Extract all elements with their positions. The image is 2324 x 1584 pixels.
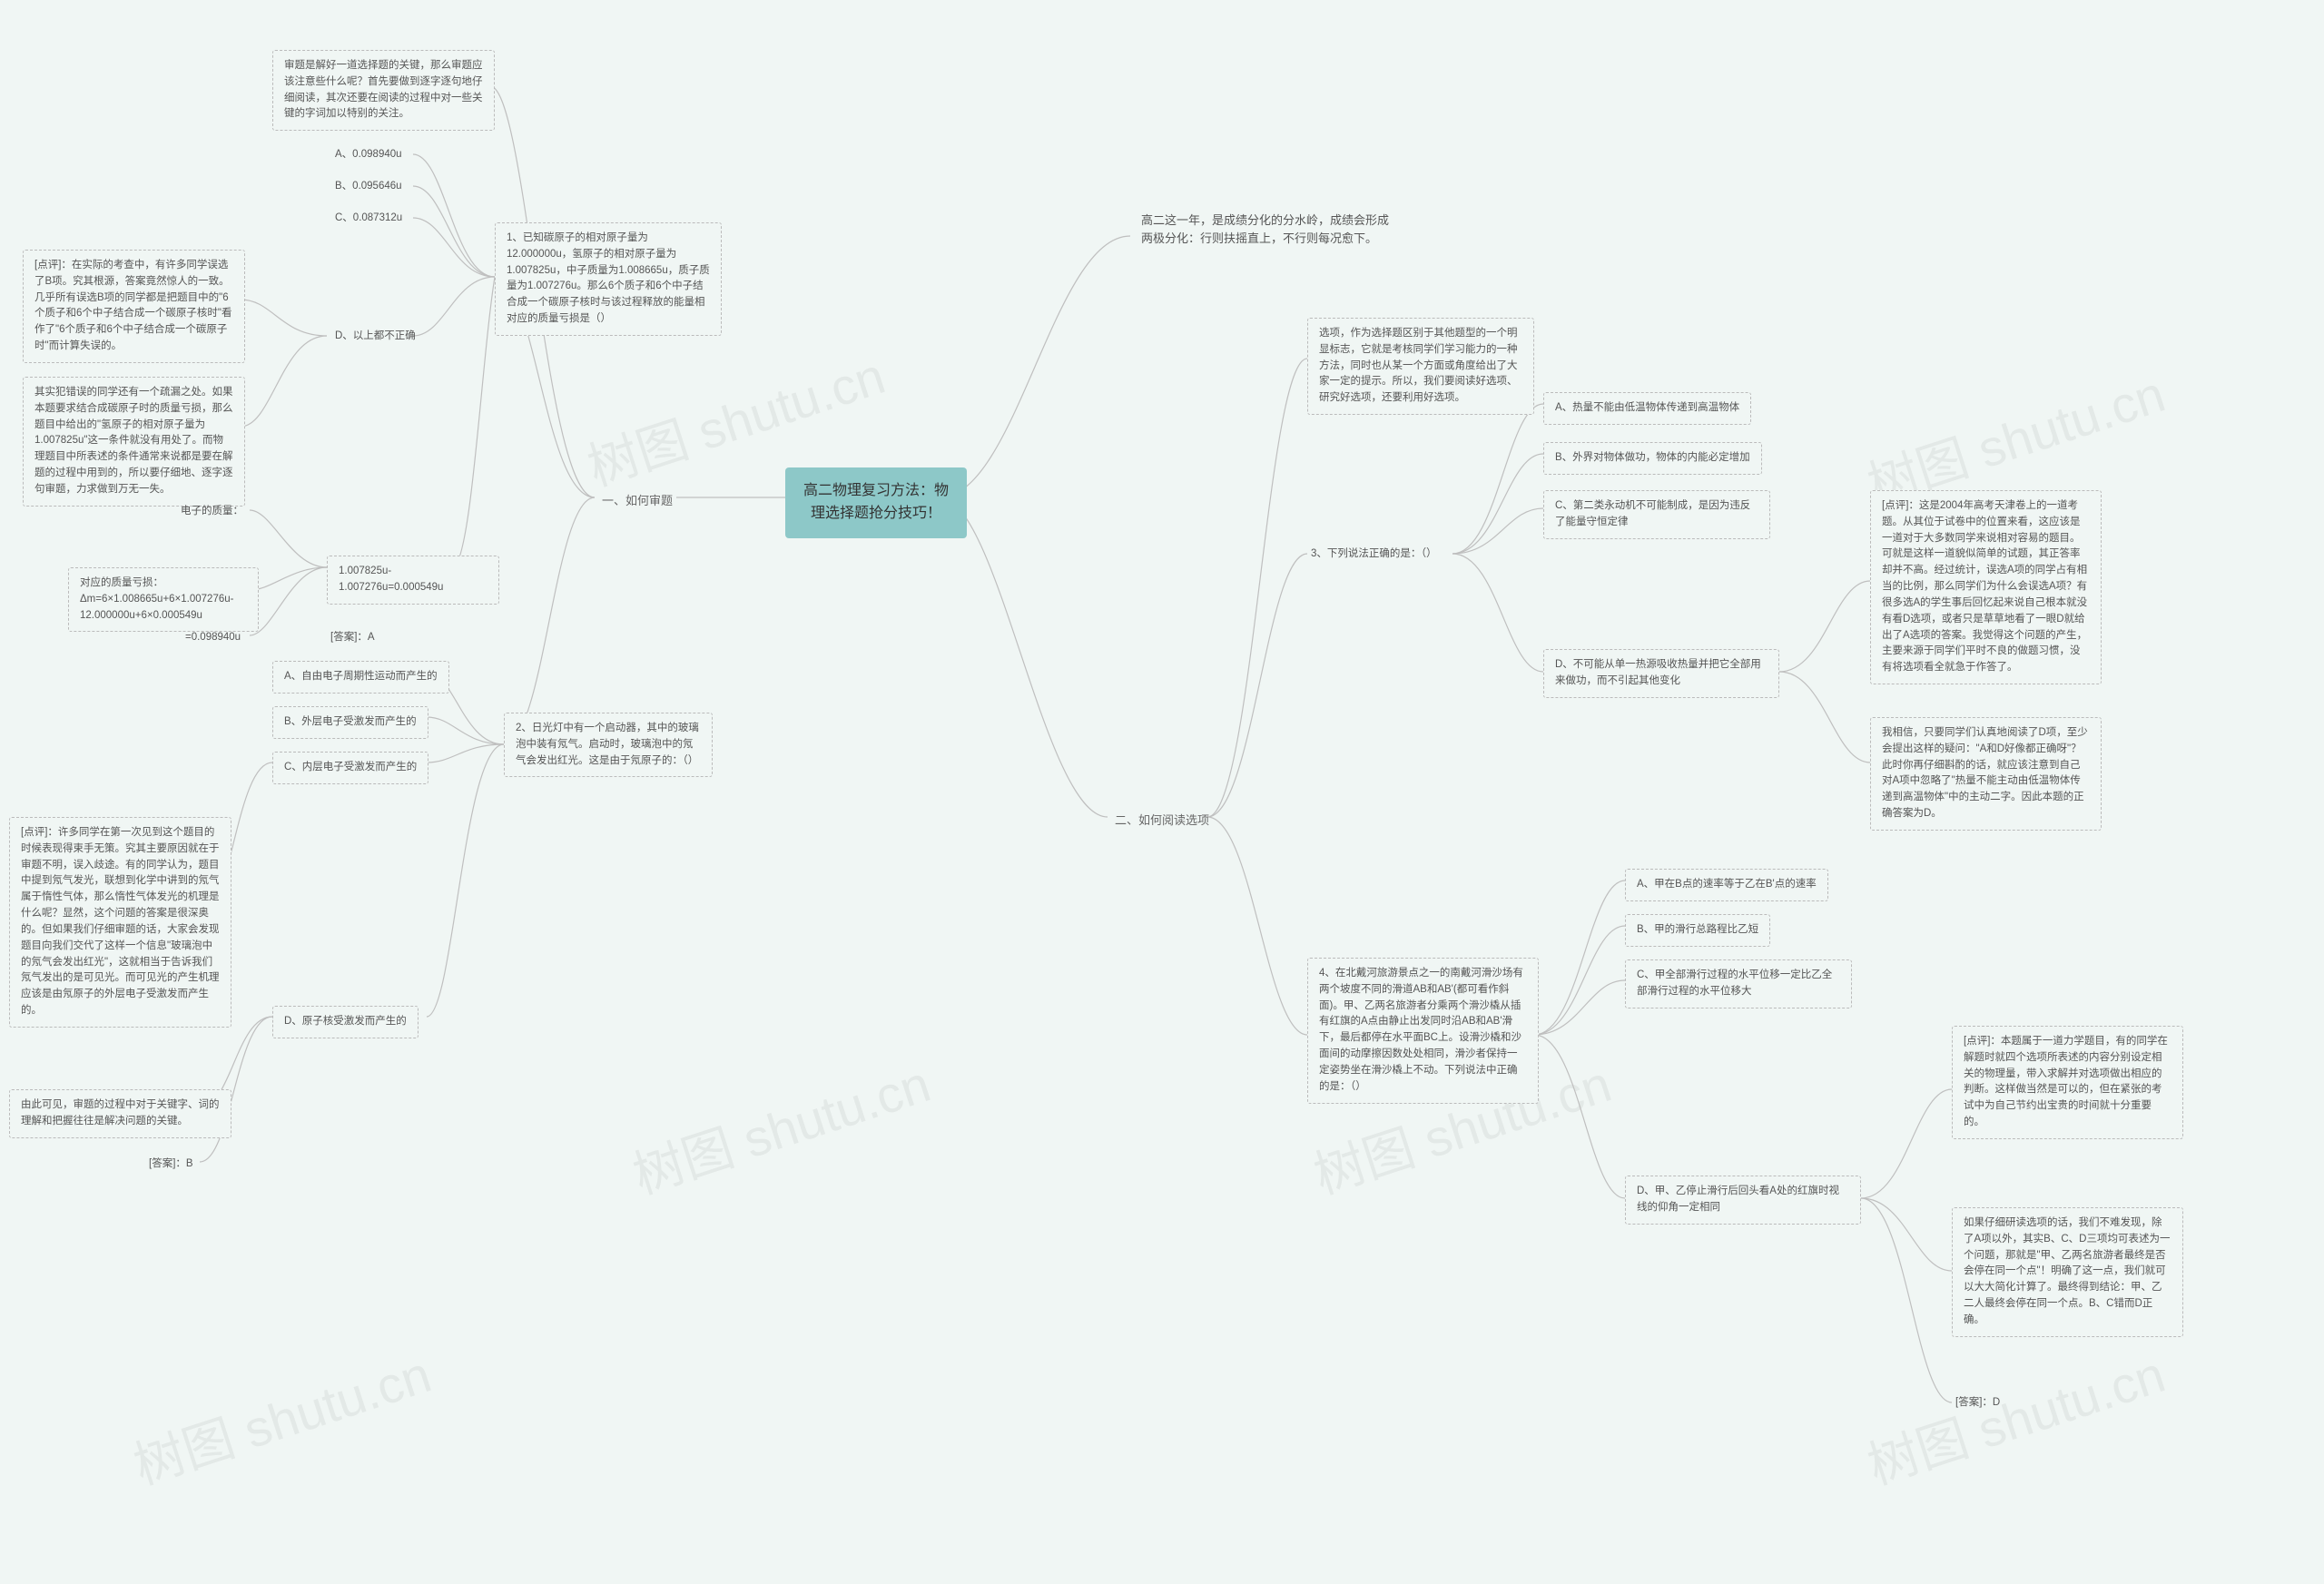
q1-opt-c: C、0.087312u (331, 209, 406, 229)
q1-opt-a: A、0.098940u (331, 145, 406, 165)
q1-note1: [点评]：在实际的考查中，有许多同学误选了B项。究其根源，答案竟然惊人的一致。几… (23, 250, 245, 363)
q2-answer: [答案]：B (145, 1155, 197, 1175)
q3-note1: [点评]：这是2004年高考天津卷上的一道考题。从其位于试卷中的位置来看，这应该… (1870, 490, 2102, 684)
q3-opt-a: A、热量不能由低温物体传递到高温物体 (1543, 392, 1751, 425)
q2-opt-c: C、内层电子受激发而产生的 (272, 752, 428, 784)
left-intro-block: 审题是解好一道选择题的关键，那么审题应该注意些什么呢？首先要做到逐字逐句地仔细阅… (272, 50, 495, 131)
q2-opt-b: B、外层电子受激发而产生的 (272, 706, 428, 739)
q1-opt-d: D、以上都不正确 (331, 327, 419, 347)
q1-stem: 1、已知碳原子的相对原子量为12.000000u，氢原子的相对原子量为1.007… (495, 222, 722, 336)
q4-note2: 如果仔细研读选项的话，我们不难发现，除了A项以外，其实B、C、D三项均可表述为一… (1952, 1207, 2183, 1337)
q2-note: [点评]：许多同学在第一次见到这个题目的时候表现得束手无策。究其主要原因就在于审… (9, 817, 231, 1028)
q4-opt-d: D、甲、乙停止滑行后回头看A处的红旗时视线的仰角一定相同 (1625, 1176, 1861, 1225)
section-left-title: 一、如何审题 (595, 488, 680, 514)
q2-stem: 2、日光灯中有一个启动器，其中的玻璃泡中装有氖气。启动时，玻璃泡中的氖气会发出红… (504, 713, 713, 777)
q3-note2: 我相信，只要同学们认真地阅读了D项，至少会提出这样的疑问："A和D好像都正确呀"… (1870, 717, 2102, 831)
section-right-title: 二、如何阅读选项 (1108, 808, 1216, 833)
q1-note2: 其实犯错误的同学还有一个疏漏之处。如果本题要求结合成碳原子时的质量亏损，那么题目… (23, 377, 245, 507)
q4-opt-b: B、甲的滑行总路程比乙短 (1625, 914, 1770, 947)
root-node: 高二物理复习方法：物理选择题抢分技巧！ (785, 467, 967, 538)
q4-opt-c: C、甲全部滑行过程的水平位移一定比乙全部滑行过程的水平位移大 (1625, 959, 1852, 1008)
q1-eq1: 1.007825u-1.007276u=0.000549u (327, 556, 499, 605)
right-intro-block: 选项，作为选择题区别于其他题型的一个明显标志，它就是考核同学们学习能力的一种方法… (1307, 318, 1534, 415)
q1-eq1-label: 电子的质量： (177, 502, 247, 522)
q2-opt-a: A、自由电子周期性运动而产生的 (272, 661, 449, 694)
watermark: 树图 shutu.cn (623, 1044, 939, 1209)
q1-eq2: =0.098940u (182, 628, 244, 648)
q4-answer: [答案]：D (1952, 1393, 2004, 1413)
q3-opt-c: C、第二类永动机不可能制成，是因为违反了能量守恒定律 (1543, 490, 1770, 539)
q1-opt-b: B、0.095646u (331, 177, 406, 197)
q4-note1: [点评]：本题属于一道力学题目，有的同学在解题时就四个选项所表述的内容分别设定相… (1952, 1026, 2183, 1139)
intro-block: 高二这一年，是成绩分化的分水岭，成绩会形成两极分化：行则扶摇直上，不行则每况愈下… (1130, 204, 1403, 255)
watermark: 树图 shutu.cn (1857, 1334, 2173, 1500)
q4-opt-a: A、甲在B点的速率等于乙在B'点的速率 (1625, 869, 1828, 901)
q4-stem: 4、在北戴河旅游景点之一的南戴河滑沙场有两个坡度不同的滑道AB和AB'(都可看作… (1307, 958, 1539, 1104)
watermark: 树图 shutu.cn (123, 1334, 439, 1500)
q3-opt-d: D、不可能从单一热源吸收热量并把它全部用来做功，而不引起其他变化 (1543, 649, 1779, 698)
q1-eq2-label: 对应的质量亏损：Δm=6×1.008665u+6×1.007276u-12.00… (68, 567, 259, 632)
q1-answer: [答案]：A (327, 628, 379, 648)
q3-stem: 3、下列说法正确的是：（） (1307, 545, 1441, 565)
q3-opt-b: B、外界对物体做功，物体的内能必定增加 (1543, 442, 1762, 475)
q2-note2: 由此可见，审题的过程中对于关键字、词的理解和把握往往是解决问题的关键。 (9, 1089, 231, 1138)
q2-opt-d: D、原子核受激发而产生的 (272, 1006, 419, 1038)
